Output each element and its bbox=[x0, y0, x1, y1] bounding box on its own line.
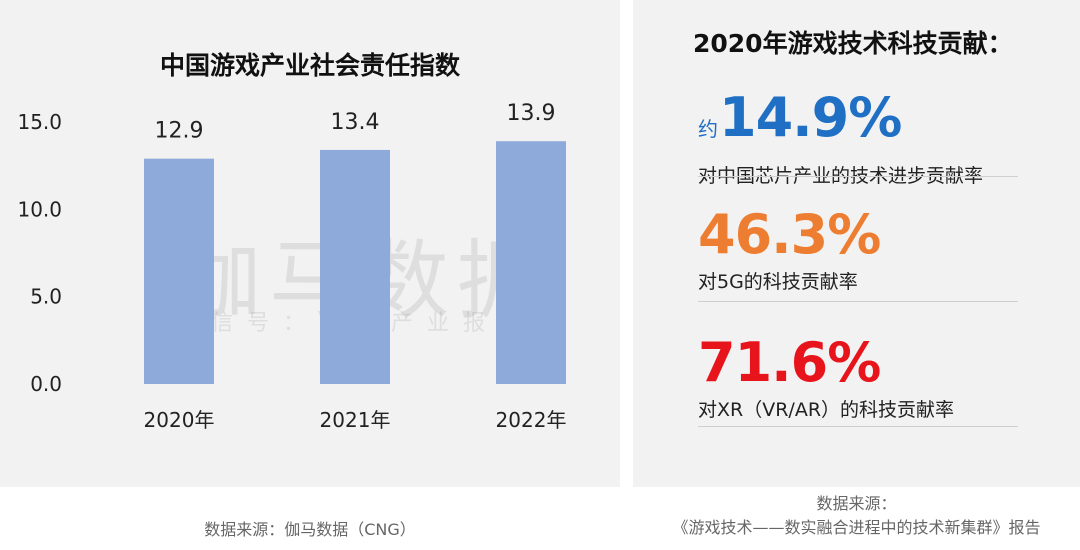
y-tick-label: 10.0 bbox=[17, 197, 62, 221]
bar bbox=[144, 158, 214, 384]
chart-source: 数据来源：伽马数据（CNG） bbox=[204, 520, 416, 539]
stat-5g-desc: 对5G的科技贡献率 bbox=[698, 271, 858, 293]
divider bbox=[698, 426, 1018, 427]
stat-xr-value-row: 71.6% bbox=[698, 333, 954, 393]
y-tick-label: 15.0 bbox=[17, 110, 62, 134]
stat-xr-desc: 对XR（VR/AR）的科技贡献率 bbox=[698, 399, 955, 421]
stats-panel bbox=[633, 0, 1080, 487]
bar bbox=[496, 141, 566, 384]
divider bbox=[698, 176, 1018, 177]
stat-5g: 46.3% 对5G的科技贡献率 bbox=[698, 203, 881, 294]
x-tick-label: 2021年 bbox=[320, 408, 391, 432]
chart-title: 中国游戏产业社会责任指数 bbox=[159, 51, 460, 80]
stat-chip-value: 14.9% bbox=[719, 86, 902, 149]
bar bbox=[320, 149, 390, 384]
y-tick-label: 5.0 bbox=[30, 285, 62, 309]
bar-value-label: 13.9 bbox=[507, 101, 556, 126]
bar-value-label: 12.9 bbox=[155, 119, 204, 144]
stats-title: 2020年游戏技术科技贡献： bbox=[693, 29, 1013, 58]
stats-source-report: 《游戏技术——数实融合进程中的技术新集群》报告 bbox=[672, 518, 1041, 537]
stat-chip-value-row: 约14.9% bbox=[698, 88, 983, 159]
y-tick-label: 0.0 bbox=[30, 372, 62, 396]
divider bbox=[698, 301, 1018, 302]
stat-chip: 约14.9% 对中国芯片产业的技术进步贡献率 bbox=[698, 88, 983, 188]
stat-chip-desc: 对中国芯片产业的技术进步贡献率 bbox=[698, 165, 984, 187]
x-tick-label: 2020年 bbox=[144, 408, 215, 432]
stat-xr-value: 71.6% bbox=[698, 331, 881, 394]
stat-xr: 71.6% 对XR（VR/AR）的科技贡献率 bbox=[698, 333, 954, 422]
bar-value-label: 13.4 bbox=[331, 110, 380, 135]
stats-source: 数据来源： 《游戏技术——数实融合进程中的技术新集群》报告 bbox=[633, 492, 1080, 540]
stat-chip-prefix: 约 bbox=[698, 117, 718, 141]
x-tick-label: 2022年 bbox=[496, 408, 567, 432]
bar-chart: 0.0 5.0 10.0 15.0 12.9 2020年 13.4 2021年 13.9 2022… bbox=[17, 101, 567, 432]
stat-5g-value-row: 46.3% bbox=[698, 203, 881, 266]
stat-5g-value: 46.3% bbox=[698, 203, 881, 266]
stats-source-label: 数据来源： bbox=[816, 494, 897, 513]
